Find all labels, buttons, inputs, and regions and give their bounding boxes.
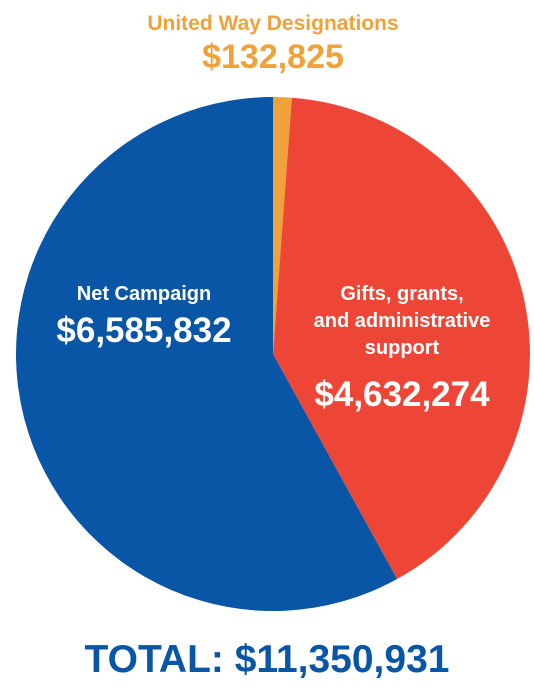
slice-1-name-line-2: support xyxy=(365,337,440,359)
pie-slices xyxy=(15,97,530,611)
pie-slice-0 xyxy=(273,97,292,354)
total-label: TOTAL: $11,350,931 xyxy=(85,638,450,681)
pie-slice-2 xyxy=(15,97,398,611)
slice-2-value-label: $6,585,832 xyxy=(56,311,231,350)
slice-1-name-line-0: Gifts, grants, xyxy=(340,283,463,305)
slice-0-value-label: $132,825 xyxy=(202,38,344,76)
pie-labels: United Way Designations $132,825 Gifts, gr… xyxy=(56,12,490,414)
pie-slice-1 xyxy=(273,97,530,580)
slice-1-value-label: $4,632,274 xyxy=(314,375,490,414)
slice-2-name-line-0: Net Campaign xyxy=(77,283,211,305)
slice-1-name-line-1: and administrative xyxy=(314,310,491,332)
slice-0-name-line-0: United Way Designations xyxy=(147,12,398,35)
